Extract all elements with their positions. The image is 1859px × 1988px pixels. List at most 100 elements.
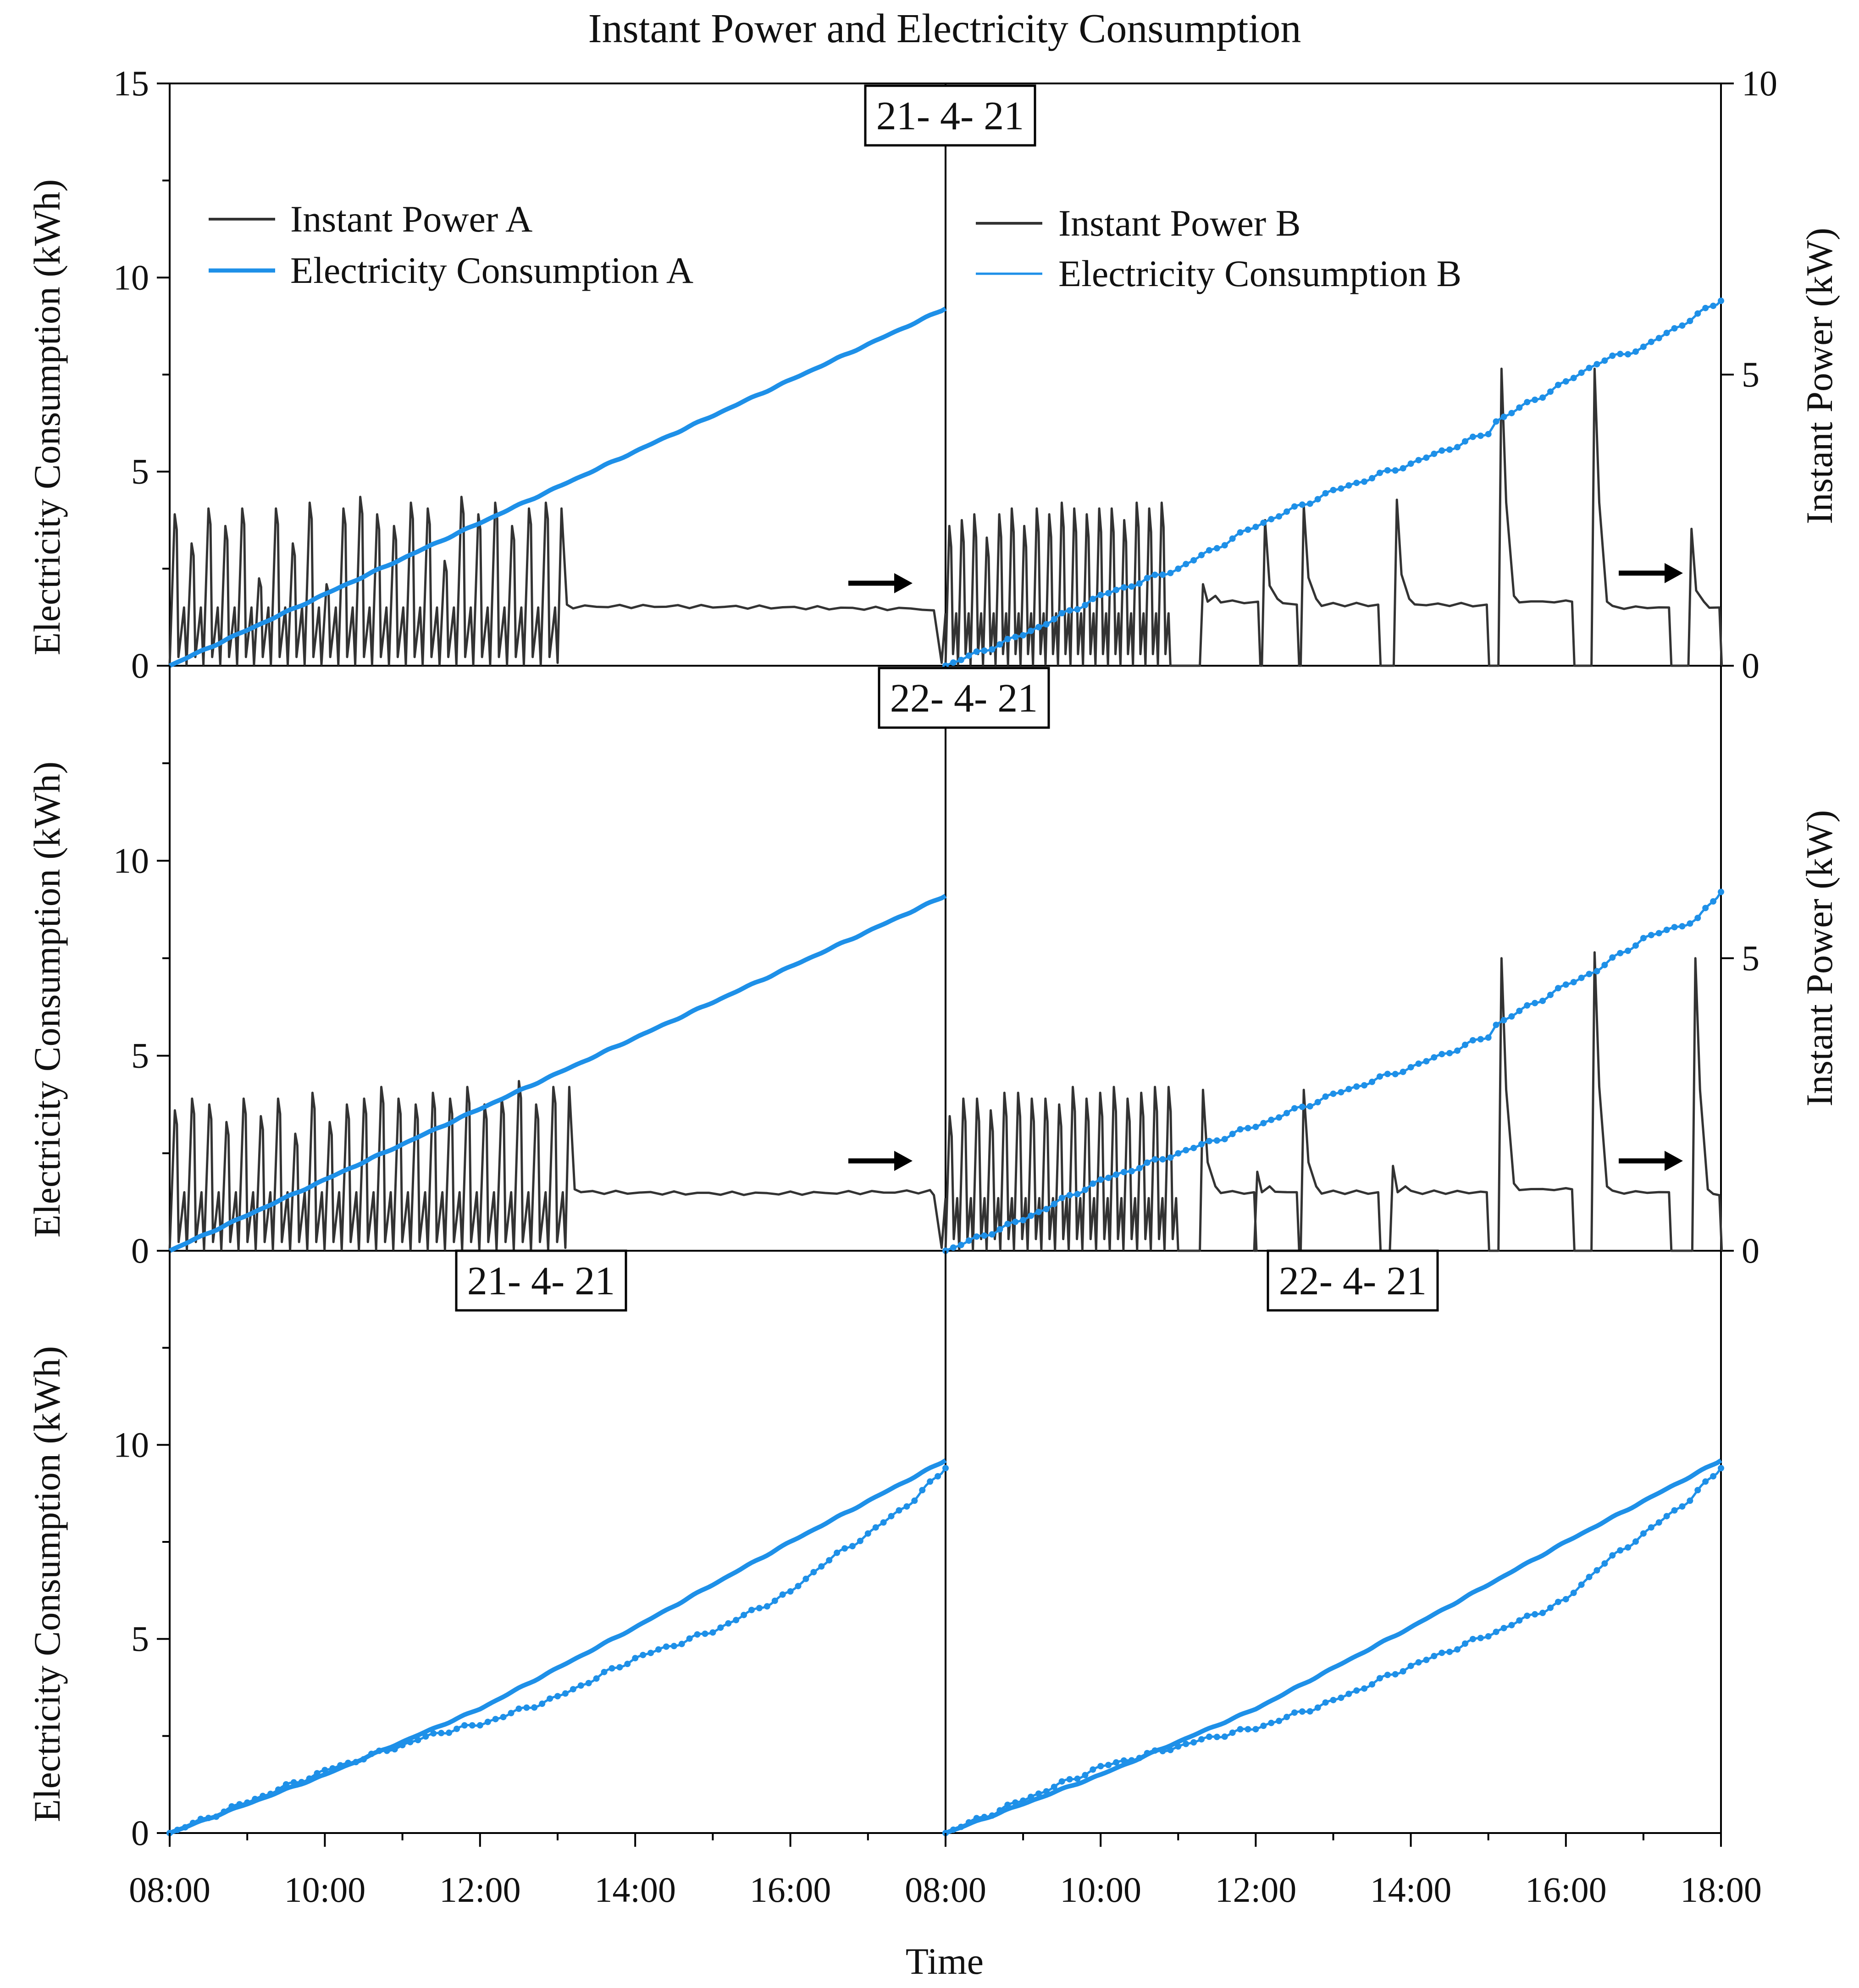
marker-energy-b-row1 (1687, 318, 1693, 325)
marker-energy-b-row3 (764, 1603, 770, 1610)
marker-energy-b-row2 (1446, 1049, 1453, 1056)
marker-energy-b-row3 (508, 1710, 515, 1717)
marker-energy-b-row1 (1407, 460, 1414, 467)
marker-energy-b-row2 (1454, 1047, 1461, 1054)
marker-energy-b-row3 (1376, 1675, 1383, 1682)
marker-energy-b-row3 (694, 1631, 701, 1638)
marker-energy-b-row3 (260, 1793, 266, 1800)
marker-energy-b-row2 (1252, 1123, 1259, 1130)
marker-energy-b-row1 (1532, 397, 1538, 403)
power-tick-label-row1: 10 (1742, 63, 1777, 103)
marker-energy-b-row3 (1469, 1635, 1476, 1642)
energy-tick-label-row3: 5 (131, 1619, 149, 1659)
marker-energy-b-row3 (446, 1729, 453, 1736)
marker-energy-b-row3 (1547, 1604, 1554, 1611)
arrow-head-row1-0 (894, 573, 913, 593)
marker-energy-b-row3 (996, 1807, 1003, 1814)
marker-energy-b-row1 (1167, 569, 1174, 576)
marker-energy-b-row1 (1190, 557, 1197, 564)
marker-energy-b-row3 (609, 1665, 615, 1672)
marker-energy-b-row3 (624, 1661, 631, 1668)
date-box-row3-0 (455, 1249, 627, 1312)
marker-energy-b-row2 (1306, 1103, 1313, 1110)
arrow-head-row1-1 (1665, 563, 1683, 583)
plot-area-row1 (157, 83, 1734, 669)
marker-energy-b-row1 (1439, 447, 1445, 454)
marker-energy-b-row1 (1679, 322, 1686, 329)
y-axis-label-left-row3: Electricity Consumption (kWh) (26, 1346, 68, 1822)
marker-energy-b-row1 (1632, 348, 1639, 355)
marker-energy-b-row3 (1074, 1775, 1081, 1782)
marker-energy-b-row3 (1562, 1596, 1569, 1602)
marker-energy-b-row2 (1562, 981, 1569, 988)
marker-energy-b-row3 (857, 1537, 863, 1544)
marker-energy-b-row3 (787, 1588, 794, 1595)
marker-energy-b-row3 (950, 1826, 957, 1833)
marker-energy-b-row2 (1058, 1194, 1065, 1201)
marker-energy-b-row3 (228, 1803, 235, 1810)
marker-energy-b-row2 (1500, 1017, 1507, 1024)
marker-energy-b-row2 (1663, 927, 1670, 933)
marker-energy-b-row1 (1028, 628, 1035, 635)
marker-energy-b-row3 (337, 1762, 344, 1769)
marker-energy-b-row3 (632, 1655, 639, 1662)
marker-energy-b-row1 (1058, 610, 1065, 617)
marker-energy-b-row2 (1423, 1058, 1430, 1065)
marker-energy-b-row2 (989, 1231, 996, 1238)
marker-energy-b-row2 (1461, 1041, 1468, 1048)
marker-energy-b-row1 (1353, 480, 1360, 486)
legend-label-power-b: Instant Power B (1058, 202, 1300, 244)
marker-energy-b-row3 (593, 1675, 600, 1682)
marker-energy-b-row3 (942, 1465, 949, 1472)
marker-energy-b-row3 (1159, 1748, 1166, 1755)
marker-energy-b-row3 (1276, 1717, 1283, 1724)
marker-energy-b-row2 (1640, 935, 1647, 942)
marker-energy-b-row2 (1524, 1002, 1531, 1009)
marker-energy-b-row1 (1175, 565, 1182, 572)
marker-energy-b-row2 (996, 1226, 1003, 1233)
marker-energy-b-row1 (1570, 375, 1577, 381)
marker-energy-b-row3 (197, 1816, 204, 1822)
marker-energy-b-row2 (1128, 1168, 1135, 1175)
marker-energy-b-row3 (841, 1545, 848, 1552)
x-tick-label: 14:00 (1370, 1870, 1452, 1910)
marker-energy-b-row3 (1113, 1759, 1120, 1766)
marker-energy-b-row2 (1245, 1125, 1251, 1132)
marker-energy-b-row3 (1299, 1708, 1306, 1715)
marker-energy-b-row1 (1625, 351, 1632, 358)
marker-energy-b-row3 (733, 1617, 740, 1624)
marker-energy-b-row3 (1058, 1778, 1065, 1785)
marker-energy-b-row1 (1446, 446, 1453, 453)
marker-energy-b-row3 (547, 1695, 553, 1702)
marker-energy-b-row2 (1601, 961, 1608, 968)
marker-energy-b-row3 (1617, 1547, 1624, 1554)
marker-energy-b-row3 (1702, 1478, 1709, 1485)
marker-energy-b-row1 (1183, 561, 1190, 568)
marker-energy-b-row3 (1229, 1729, 1236, 1736)
marker-energy-b-row3 (725, 1620, 732, 1627)
marker-energy-b-row3 (1020, 1797, 1027, 1804)
marker-energy-b-row1 (1051, 616, 1057, 623)
marker-energy-b-row2 (1392, 1071, 1399, 1077)
marker-energy-b-row3 (1384, 1672, 1391, 1679)
legend-right: Instant Power B Electricity Consumption … (976, 202, 1461, 294)
marker-energy-b-row3 (1493, 1629, 1499, 1635)
marker-energy-b-row3 (1144, 1750, 1151, 1756)
marker-energy-b-row2 (1508, 1013, 1515, 1020)
marker-energy-b-row2 (1136, 1165, 1143, 1171)
marker-energy-b-row3 (1237, 1726, 1244, 1733)
marker-energy-b-row3 (1446, 1648, 1453, 1655)
marker-energy-b-row3 (678, 1640, 685, 1647)
marker-energy-b-row2 (957, 1242, 964, 1248)
marker-energy-b-row3 (872, 1524, 879, 1531)
marker-energy-b-row3 (771, 1597, 778, 1604)
marker-energy-b-row3 (1439, 1649, 1445, 1656)
marker-energy-b-row3 (957, 1823, 964, 1830)
marker-energy-b-row2 (1097, 1176, 1104, 1183)
marker-energy-b-row1 (1617, 351, 1624, 358)
marker-energy-b-row1 (1020, 632, 1027, 639)
marker-energy-b-row2 (1175, 1150, 1182, 1157)
marker-energy-b-row3 (1082, 1772, 1089, 1778)
y-axis-label-right-row1: Instant Power (kW) (1798, 228, 1840, 525)
